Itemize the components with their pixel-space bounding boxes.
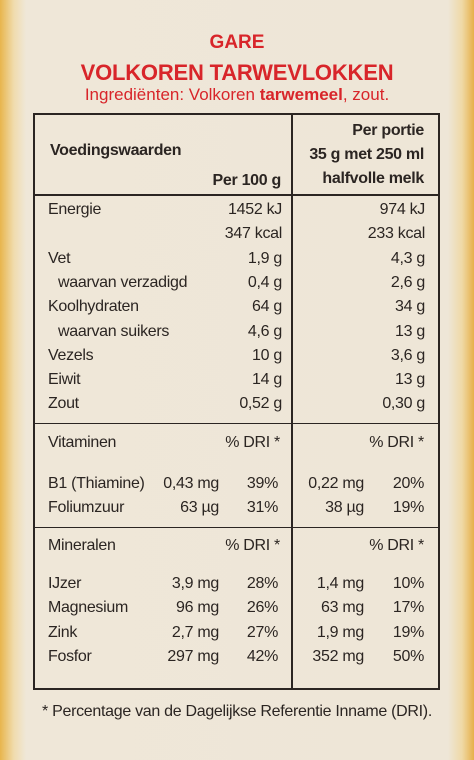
dri-per-100g: 31% bbox=[246, 499, 278, 517]
column-header: Per portie bbox=[352, 122, 424, 139]
nutrient-label: waarvan suikers bbox=[58, 322, 170, 340]
dri-per-portion: 19% bbox=[392, 499, 424, 517]
dri-per-portion: 17% bbox=[392, 599, 424, 617]
value-per-portion: 233 kcal bbox=[367, 225, 426, 243]
value-per-portion: 0,30 g bbox=[382, 395, 425, 413]
value-per-100g: 10 g bbox=[252, 346, 282, 364]
ingredients-text: , zout. bbox=[342, 85, 390, 104]
value-per-100g: 0,52 g bbox=[239, 395, 282, 413]
column-header: Per 100 g bbox=[212, 172, 282, 189]
value-per-portion: 38 µg bbox=[325, 499, 364, 517]
dri-per-portion: 50% bbox=[392, 647, 424, 665]
nutrient-label: Energie bbox=[48, 201, 102, 218]
dri-header: % DRI * bbox=[369, 434, 424, 451]
value-per-portion: 3,6 g bbox=[390, 346, 425, 364]
footnote: * Percentage van de Dagelijkse Referenti… bbox=[42, 703, 432, 720]
nutrient-label: IJzer bbox=[48, 575, 82, 592]
value-per-100g: 0,4 g bbox=[247, 273, 282, 291]
value-per-100g: 2,7 mg bbox=[171, 623, 219, 641]
ingredients: Ingrediënten: Volkoren tarwemeel, zout. bbox=[0, 85, 474, 105]
dri-per-100g: 39% bbox=[246, 475, 278, 492]
dri-per-portion: 20% bbox=[392, 475, 424, 492]
nutrient-label: Vet bbox=[48, 249, 71, 267]
value-per-100g: 63 µg bbox=[180, 499, 219, 517]
value-per-portion: 2,6 g bbox=[390, 273, 425, 291]
value-per-100g: 297 mg bbox=[167, 647, 219, 665]
column-header: 35 g met 250 ml bbox=[309, 146, 424, 163]
nutrient-label: Eiwit bbox=[48, 371, 81, 389]
nutrient-label: B1 (Thiamine) bbox=[48, 475, 145, 492]
dri-per-100g: 42% bbox=[246, 647, 278, 665]
dri-per-portion: 19% bbox=[392, 623, 424, 641]
value-per-100g: 4,6 g bbox=[247, 322, 282, 340]
nutrient-label: Fosfor bbox=[48, 647, 92, 665]
value-per-portion: 1,9 mg bbox=[316, 623, 364, 641]
value-per-portion: 352 mg bbox=[312, 647, 364, 665]
value-per-portion: 63 mg bbox=[321, 599, 364, 617]
nutrient-label: Vezels bbox=[48, 346, 94, 364]
section-label: Vitaminen bbox=[48, 434, 117, 451]
value-per-portion: 4,3 g bbox=[390, 249, 425, 267]
value-per-100g: 347 kcal bbox=[224, 225, 283, 243]
dri-per-100g: 26% bbox=[246, 599, 278, 617]
value-per-portion: 0,22 mg bbox=[308, 475, 364, 492]
value-per-portion: 13 g bbox=[395, 371, 425, 389]
section-rule bbox=[33, 423, 440, 424]
dri-per-100g: 28% bbox=[246, 575, 278, 592]
value-per-100g: 96 mg bbox=[176, 599, 219, 617]
section-rule bbox=[33, 527, 440, 528]
value-per-100g: 3,9 mg bbox=[171, 575, 219, 592]
brand: GARE bbox=[209, 32, 265, 53]
nutrient-label: Zout bbox=[48, 395, 79, 413]
nutrient-label: Magnesium bbox=[48, 599, 129, 617]
column-divider bbox=[291, 113, 293, 690]
ingredients-text: Ingrediënten: Volkoren bbox=[84, 85, 260, 104]
value-per-portion: 13 g bbox=[395, 322, 425, 340]
value-per-100g: 1452 kJ bbox=[228, 201, 282, 218]
nutrient-label: Foliumzuur bbox=[48, 499, 125, 517]
product: VOLKOREN TARWEVLOKKEN bbox=[80, 60, 394, 85]
dri-per-portion: 10% bbox=[392, 575, 424, 592]
table-border bbox=[33, 113, 440, 690]
value-per-100g: 0,43 mg bbox=[163, 475, 219, 492]
column-header: halfvolle melk bbox=[322, 170, 424, 187]
value-per-portion: 34 g bbox=[395, 298, 425, 316]
dri-header: % DRI * bbox=[225, 434, 280, 451]
table-heading: Voedingswaarden bbox=[50, 142, 182, 159]
value-per-100g: 14 g bbox=[252, 371, 282, 389]
value-per-portion: 974 kJ bbox=[379, 201, 426, 218]
section-label: Mineralen bbox=[48, 537, 116, 554]
value-per-portion: 1,4 mg bbox=[316, 575, 364, 592]
header-rule bbox=[33, 194, 440, 196]
dri-per-100g: 27% bbox=[246, 623, 278, 641]
value-per-100g: 64 g bbox=[252, 298, 282, 316]
nutrient-label: Zink bbox=[48, 623, 78, 641]
nutrient-label: waarvan verzadigd bbox=[58, 273, 188, 291]
dri-header: % DRI * bbox=[369, 537, 424, 554]
value-per-100g: 1,9 g bbox=[247, 249, 282, 267]
nutrient-label: Koolhydraten bbox=[48, 298, 139, 316]
dri-header: % DRI * bbox=[225, 537, 280, 554]
ingredients-bold: tarwemeel bbox=[259, 85, 343, 104]
